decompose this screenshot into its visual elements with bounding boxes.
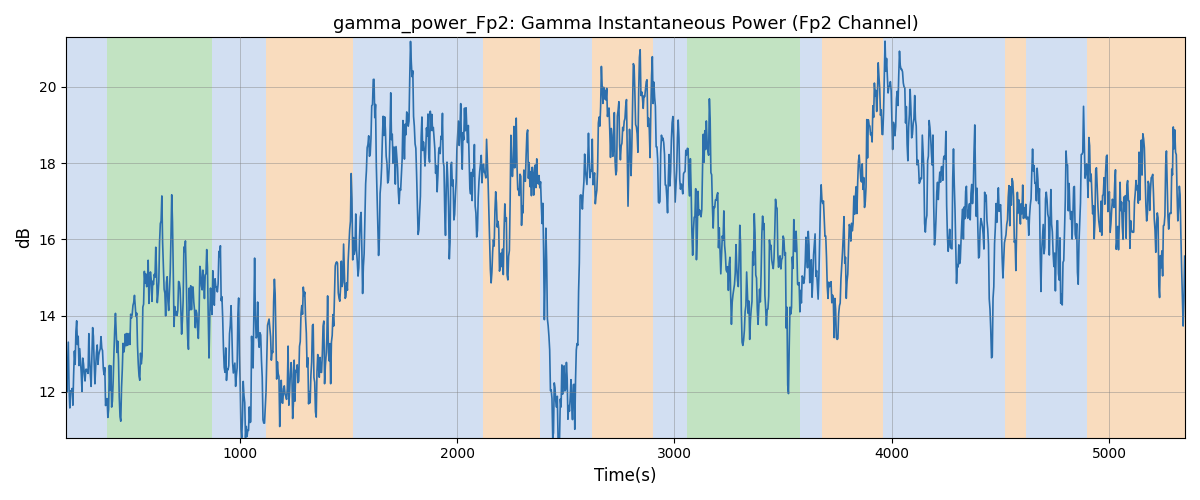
Bar: [540, 38, 592, 438]
Bar: [688, 38, 800, 438]
Bar: [800, 38, 822, 438]
Title: gamma_power_Fp2: Gamma Instantaneous Power (Fp2 Channel): gamma_power_Fp2: Gamma Instantaneous Pow…: [332, 15, 918, 34]
Bar: [211, 38, 266, 438]
Bar: [592, 38, 653, 438]
Bar: [444, 38, 484, 438]
Bar: [822, 38, 883, 438]
Bar: [66, 38, 107, 438]
Bar: [353, 38, 444, 438]
Bar: [484, 38, 540, 438]
Bar: [266, 38, 353, 438]
Bar: [1026, 38, 1087, 438]
Bar: [1087, 38, 1186, 438]
X-axis label: Time(s): Time(s): [594, 467, 656, 485]
Bar: [107, 38, 211, 438]
Bar: [883, 38, 1004, 438]
Bar: [1004, 38, 1026, 438]
Y-axis label: dB: dB: [14, 226, 32, 248]
Bar: [653, 38, 670, 438]
Bar: [670, 38, 688, 438]
